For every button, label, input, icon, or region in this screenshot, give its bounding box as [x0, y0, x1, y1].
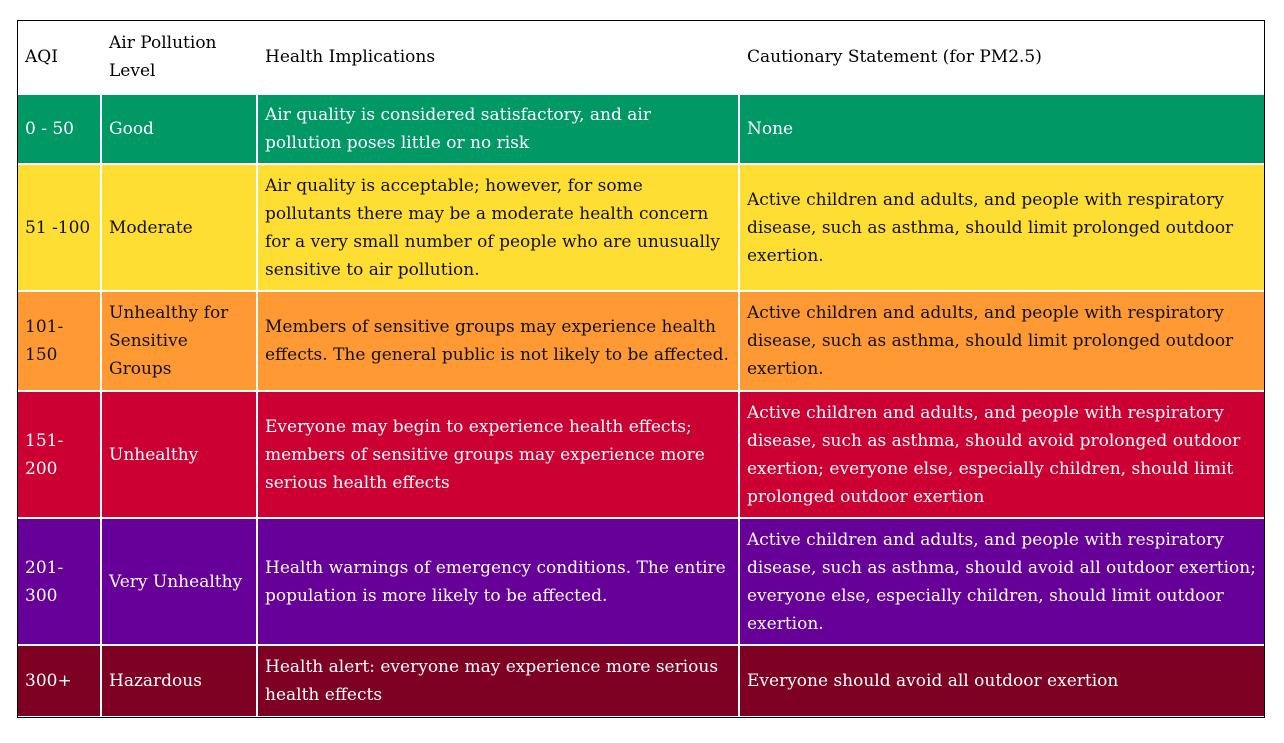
pollution-level-cell: Hazardous	[102, 646, 258, 716]
aqi-range-cell: 300+	[18, 646, 102, 716]
header-cautionary-statement: Cautionary Statement (for PM2.5)	[740, 21, 1264, 95]
aqi-range-cell: 101-150	[18, 292, 102, 392]
health-implications-cell: Air quality is considered satisfactory, …	[258, 95, 740, 165]
cautionary-statement-cell: Everyone should avoid all outdoor exerti…	[740, 646, 1264, 716]
header-pollution-level: Air Pollution Level	[102, 21, 258, 95]
pollution-level-cell: Unhealthy	[102, 392, 258, 519]
health-implications-cell: Health warnings of emergency conditions.…	[258, 519, 740, 646]
health-implications-cell: Air quality is acceptable; however, for …	[258, 165, 740, 292]
aqi-table: AQI Air Pollution Level Health Implicati…	[18, 21, 1264, 716]
aqi-range-cell: 51 -100	[18, 165, 102, 292]
pollution-level-cell: Unhealthy for Sensitive Groups	[102, 292, 258, 392]
aqi-range-cell: 0 - 50	[18, 95, 102, 165]
header-health-implications: Health Implications	[258, 21, 740, 95]
table-row: 51 -100 Moderate Air quality is acceptab…	[18, 165, 1264, 292]
header-aqi: AQI	[18, 21, 102, 95]
pollution-level-cell: Good	[102, 95, 258, 165]
table-row: 300+ Hazardous Health alert: everyone ma…	[18, 646, 1264, 716]
cautionary-statement-cell: Active children and adults, and people w…	[740, 392, 1264, 519]
aqi-range-cell: 201-300	[18, 519, 102, 646]
health-implications-cell: Everyone may begin to experience health …	[258, 392, 740, 519]
cautionary-statement-cell: Active children and adults, and people w…	[740, 519, 1264, 646]
table-row: 201-300 Very Unhealthy Health warnings o…	[18, 519, 1264, 646]
cautionary-statement-cell: Active children and adults, and people w…	[740, 165, 1264, 292]
header-row: AQI Air Pollution Level Health Implicati…	[18, 21, 1264, 95]
pollution-level-cell: Very Unhealthy	[102, 519, 258, 646]
cautionary-statement-cell: Active children and adults, and people w…	[740, 292, 1264, 392]
table-row: 101-150 Unhealthy for Sensitive Groups M…	[18, 292, 1264, 392]
pollution-level-cell: Moderate	[102, 165, 258, 292]
aqi-range-cell: 151-200	[18, 392, 102, 519]
table-row: 151-200 Unhealthy Everyone may begin to …	[18, 392, 1264, 519]
table-frame	[17, 20, 1265, 718]
health-implications-cell: Members of sensitive groups may experien…	[258, 292, 740, 392]
cautionary-statement-cell: None	[740, 95, 1264, 165]
health-implications-cell: Health alert: everyone may experience mo…	[258, 646, 740, 716]
table-row: 0 - 50 Good Air quality is considered sa…	[18, 95, 1264, 165]
